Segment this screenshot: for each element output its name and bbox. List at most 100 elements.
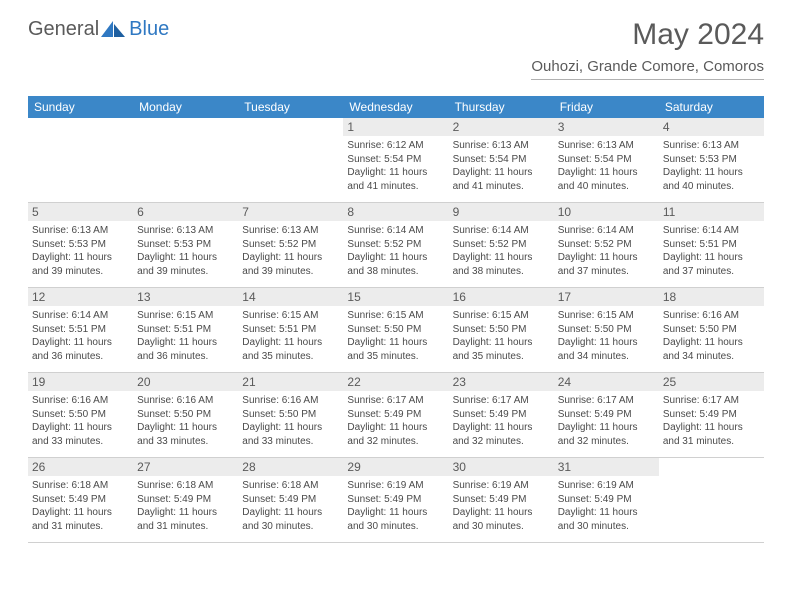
day-cell: 9Sunrise: 6:14 AMSunset: 5:52 PMDaylight… — [449, 203, 554, 287]
day-number: 18 — [659, 288, 764, 306]
daylight-line2: and 39 minutes. — [242, 265, 339, 279]
sunrise-text: Sunrise: 6:13 AM — [453, 139, 550, 153]
weekday-label: Thursday — [449, 96, 554, 118]
sunset-text: Sunset: 5:52 PM — [347, 238, 444, 252]
sunrise-text: Sunrise: 6:13 AM — [242, 224, 339, 238]
day-cell: 16Sunrise: 6:15 AMSunset: 5:50 PMDayligh… — [449, 288, 554, 372]
sunrise-text: Sunrise: 6:15 AM — [558, 309, 655, 323]
sunset-text: Sunset: 5:50 PM — [453, 323, 550, 337]
day-cell: 4Sunrise: 6:13 AMSunset: 5:53 PMDaylight… — [659, 118, 764, 202]
day-number: 6 — [133, 203, 238, 221]
day-cell — [133, 118, 238, 202]
daylight-line1: Daylight: 11 hours — [32, 506, 129, 520]
sunrise-text: Sunrise: 6:16 AM — [663, 309, 760, 323]
week-row: 26Sunrise: 6:18 AMSunset: 5:49 PMDayligh… — [28, 458, 764, 543]
day-cell: 5 Sunrise: 6:13 AMSunset: 5:53 PMDaylight… — [28, 203, 133, 287]
weekday-label: Tuesday — [238, 96, 343, 118]
sunset-text: Sunset: 5:51 PM — [663, 238, 760, 252]
sunrise-text: Sunrise: 6:18 AM — [32, 479, 129, 493]
day-cell: 18Sunrise: 6:16 AMSunset: 5:50 PMDayligh… — [659, 288, 764, 372]
daylight-line1: Daylight: 11 hours — [347, 251, 444, 265]
daylight-line1: Daylight: 11 hours — [347, 506, 444, 520]
day-number: 4 — [659, 118, 764, 136]
daylight-line1: Daylight: 11 hours — [32, 251, 129, 265]
day-number: 23 — [449, 373, 554, 391]
daylight-line1: Daylight: 11 hours — [663, 251, 760, 265]
day-cell: 15Sunrise: 6:15 AMSunset: 5:50 PMDayligh… — [343, 288, 448, 372]
daylight-line1: Daylight: 11 hours — [558, 251, 655, 265]
sunrise-text: Sunrise: 6:14 AM — [347, 224, 444, 238]
day-cell: 30Sunrise: 6:19 AMSunset: 5:49 PMDayligh… — [449, 458, 554, 542]
day-number: 15 — [343, 288, 448, 306]
sunrise-text: Sunrise: 6:15 AM — [347, 309, 444, 323]
day-number: 9 — [449, 203, 554, 221]
daylight-line2: and 30 minutes. — [558, 520, 655, 534]
day-cell: 7Sunrise: 6:13 AMSunset: 5:52 PMDaylight… — [238, 203, 343, 287]
daylight-line1: Daylight: 11 hours — [242, 421, 339, 435]
daylight-line2: and 39 minutes. — [32, 265, 129, 279]
day-cell: 3Sunrise: 6:13 AMSunset: 5:54 PMDaylight… — [554, 118, 659, 202]
day-cell: 1Sunrise: 6:12 AMSunset: 5:54 PMDaylight… — [343, 118, 448, 202]
daylight-line1: Daylight: 11 hours — [453, 251, 550, 265]
day-cell: 20Sunrise: 6:16 AMSunset: 5:50 PMDayligh… — [133, 373, 238, 457]
sunset-text: Sunset: 5:49 PM — [453, 493, 550, 507]
sunrise-text: Sunrise: 6:15 AM — [453, 309, 550, 323]
sunset-text: Sunset: 5:51 PM — [32, 323, 129, 337]
daylight-line2: and 30 minutes. — [242, 520, 339, 534]
sunset-text: Sunset: 5:54 PM — [558, 153, 655, 167]
daylight-line1: Daylight: 11 hours — [32, 336, 129, 350]
daylight-line1: Daylight: 11 hours — [242, 336, 339, 350]
sunset-text: Sunset: 5:49 PM — [453, 408, 550, 422]
day-cell: 10Sunrise: 6:14 AMSunset: 5:52 PMDayligh… — [554, 203, 659, 287]
sunset-text: Sunset: 5:53 PM — [32, 238, 129, 252]
sunset-text: Sunset: 5:50 PM — [663, 323, 760, 337]
weekday-label: Friday — [554, 96, 659, 118]
day-number: 20 — [133, 373, 238, 391]
sunset-text: Sunset: 5:49 PM — [32, 493, 129, 507]
daylight-line2: and 33 minutes. — [137, 435, 234, 449]
day-number: 25 — [659, 373, 764, 391]
sunrise-text: Sunrise: 6:17 AM — [558, 394, 655, 408]
daylight-line2: and 35 minutes. — [453, 350, 550, 364]
day-number: 8 — [343, 203, 448, 221]
sunset-text: Sunset: 5:51 PM — [242, 323, 339, 337]
day-cell: 14Sunrise: 6:15 AMSunset: 5:51 PMDayligh… — [238, 288, 343, 372]
sunset-text: Sunset: 5:50 PM — [32, 408, 129, 422]
sunrise-text: Sunrise: 6:15 AM — [137, 309, 234, 323]
day-number: 10 — [554, 203, 659, 221]
daylight-line2: and 41 minutes. — [347, 180, 444, 194]
day-number: 28 — [238, 458, 343, 476]
day-cell: 22Sunrise: 6:17 AMSunset: 5:49 PMDayligh… — [343, 373, 448, 457]
daylight-line2: and 34 minutes. — [663, 350, 760, 364]
daylight-line1: Daylight: 11 hours — [137, 251, 234, 265]
sunset-text: Sunset: 5:49 PM — [347, 493, 444, 507]
weekday-label: Saturday — [659, 96, 764, 118]
location-text: Ouhozi, Grande Comore, Comoros — [531, 58, 764, 80]
daylight-line2: and 40 minutes. — [663, 180, 760, 194]
sunrise-text: Sunrise: 6:16 AM — [137, 394, 234, 408]
sunset-text: Sunset: 5:51 PM — [137, 323, 234, 337]
title-block: May 2024 Ouhozi, Grande Comore, Comoros — [531, 18, 764, 80]
day-number: 26 — [28, 458, 133, 476]
day-cell: 26 Sunrise: 6:18 AMSunset: 5:49 PMDayligh… — [28, 458, 133, 542]
day-number: 1 — [343, 118, 448, 136]
daylight-line1: Daylight: 11 hours — [32, 421, 129, 435]
daylight-line1: Daylight: 11 hours — [663, 421, 760, 435]
sunset-text: Sunset: 5:50 PM — [558, 323, 655, 337]
sunset-text: Sunset: 5:50 PM — [347, 323, 444, 337]
day-number: 5 — [28, 203, 133, 221]
page-header: General Blue May 2024 Ouhozi, Grande Com… — [0, 0, 792, 86]
empty-day — [28, 118, 133, 136]
sunset-text: Sunset: 5:52 PM — [453, 238, 550, 252]
sunset-text: Sunset: 5:49 PM — [558, 493, 655, 507]
day-number: 2 — [449, 118, 554, 136]
day-cell: 6Sunrise: 6:13 AMSunset: 5:53 PMDaylight… — [133, 203, 238, 287]
sunset-text: Sunset: 5:52 PM — [242, 238, 339, 252]
sunrise-text: Sunrise: 6:14 AM — [558, 224, 655, 238]
sunrise-text: Sunrise: 6:17 AM — [663, 394, 760, 408]
sunrise-text: Sunrise: 6:13 AM — [32, 224, 129, 238]
day-cell: 23Sunrise: 6:17 AMSunset: 5:49 PMDayligh… — [449, 373, 554, 457]
sunrise-text: Sunrise: 6:17 AM — [453, 394, 550, 408]
sunset-text: Sunset: 5:49 PM — [663, 408, 760, 422]
daylight-line2: and 33 minutes. — [242, 435, 339, 449]
